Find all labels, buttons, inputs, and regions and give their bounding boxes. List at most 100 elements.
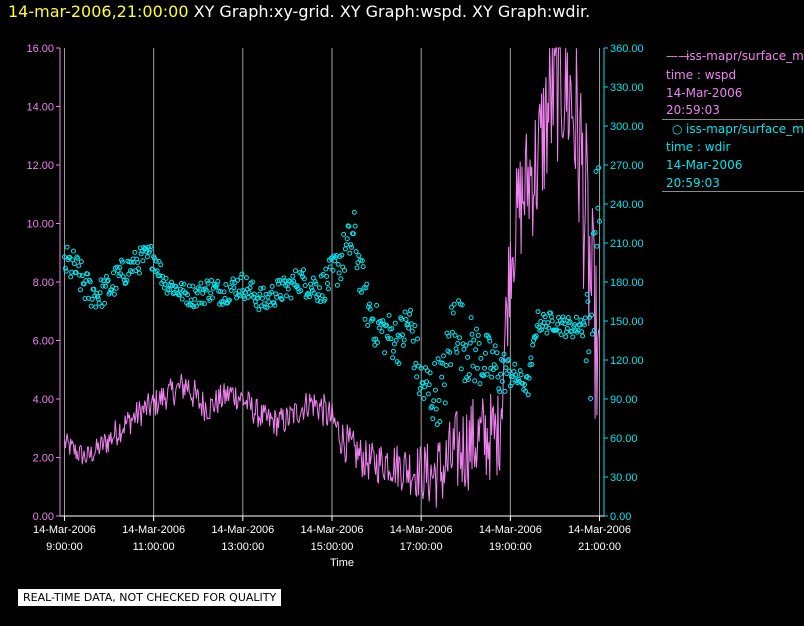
wdir-data-point [503, 365, 509, 371]
wdir-data-point [578, 317, 584, 323]
wdir-data-point [429, 404, 435, 409]
wdir-data-point [78, 259, 84, 265]
wdir-data-point [513, 372, 519, 378]
wdir-data-point [577, 322, 583, 328]
wdir-data-point [261, 301, 267, 307]
wdir-data-point [411, 365, 417, 371]
wdir-data-point [75, 255, 81, 261]
wdir-data-point [96, 300, 102, 306]
wdir-data-point [259, 295, 265, 301]
wdir-data-point [78, 287, 83, 293]
y-right-tick-label: 30.00 [610, 472, 638, 484]
wdir-data-point [138, 251, 144, 257]
wdir-data-point [493, 365, 499, 371]
wdir-data-point [223, 282, 229, 287]
wdir-data-point [95, 294, 100, 300]
wdir-data-point [322, 296, 328, 302]
y-right-tick-label: 360.00 [610, 43, 644, 55]
wdir-data-point [562, 321, 568, 327]
wdir-data-point [89, 296, 95, 302]
wdir-data-point [315, 298, 321, 304]
wdir-data-point [63, 268, 69, 274]
wdir-data-point [413, 360, 419, 366]
wdir-data-point [67, 254, 73, 260]
wdir-data-point [120, 274, 126, 280]
wdir-data-point [522, 382, 528, 388]
wdir-data-point [351, 209, 357, 215]
wdir-data-point [490, 349, 495, 355]
wdir-data-point [239, 271, 245, 277]
wdir-data-point [352, 223, 358, 229]
wdir-data-point [533, 333, 539, 339]
wdir-data-point [356, 253, 362, 259]
wdir-data-point [309, 285, 314, 291]
wdir-data-point [155, 273, 161, 279]
wdir-data-point [390, 355, 396, 361]
y-right-tick-label: 270.00 [610, 160, 644, 172]
wdir-data-point [421, 396, 427, 401]
wdir-data-point [416, 391, 422, 397]
wdir-data-point [150, 266, 156, 272]
wdir-data-point [584, 291, 590, 297]
wdir-data-point [372, 342, 378, 348]
wdir-data-point [105, 277, 111, 283]
wdir-data-point [465, 354, 471, 360]
wdir-data-point [388, 336, 394, 342]
y-left-tick-label: 10.00 [26, 219, 54, 231]
x-tick-label-time: 9:00:00 [46, 541, 83, 553]
wdir-data-point [193, 303, 199, 309]
wdir-data-point [454, 349, 460, 355]
wdir-data-point [91, 286, 97, 292]
wdir-data-point [173, 284, 179, 289]
header-titles: XY Graph:xy-grid. XY Graph:wspd. XY Grap… [193, 2, 591, 21]
x-tick-label-date: 14-Mar-2006 [479, 524, 542, 536]
wdir-data-point [409, 328, 415, 334]
wdir-data-point [272, 302, 278, 308]
wdir-data-point [301, 276, 307, 282]
wdir-data-point [319, 293, 325, 299]
wdir-data-point [328, 256, 334, 261]
wdir-data-point [140, 258, 146, 264]
wdir-data-point [218, 299, 224, 305]
wdir-data-point [439, 374, 445, 380]
wdir-data-point [443, 363, 449, 368]
wdir-data-point [495, 374, 501, 380]
y-right-tick-label: 300.00 [610, 121, 644, 133]
wdir-data-point [85, 271, 91, 277]
x-tick-label-date: 14-Mar-2006 [122, 524, 185, 536]
wdir-data-point [202, 301, 207, 307]
wdir-data-point [113, 285, 119, 291]
wdir-data-point [334, 282, 340, 288]
legend-wdir-date: 14-Mar-2006 [666, 158, 743, 172]
wdir-data-point [496, 386, 502, 392]
wdir-data-point [529, 361, 535, 367]
wdir-data-point [432, 361, 438, 366]
wdir-data-point [284, 281, 290, 287]
wdir-data-point [111, 291, 117, 297]
wdir-data-point [563, 334, 569, 340]
wdir-data-point [103, 283, 108, 289]
wdir-data-point [257, 291, 263, 297]
wdir-data-point [348, 242, 354, 248]
wdir-data-point [302, 283, 308, 288]
wdir-data-point [403, 317, 409, 322]
grid-lines [63, 48, 601, 516]
wdir-data-point [199, 300, 205, 306]
y-right-tick-label: 210.00 [610, 238, 644, 250]
wdir-data-point [545, 320, 551, 326]
wdir-data-point [470, 363, 476, 369]
wdir-data-point [408, 307, 413, 313]
wdir-data-point [530, 342, 536, 348]
wdir-data-point [317, 285, 322, 291]
wdir-data-point [198, 280, 204, 286]
wdir-data-point [377, 318, 383, 324]
wdir-data-point [436, 398, 442, 403]
wdir-data-point [204, 278, 210, 284]
legend-wdir-axis: time : wdir [666, 140, 731, 154]
wdir-data-point [299, 271, 305, 277]
wdir-data-point [194, 290, 200, 296]
wdir-data-point [383, 323, 388, 329]
wdir-data-point [62, 265, 68, 271]
wdir-data-point [459, 302, 465, 308]
